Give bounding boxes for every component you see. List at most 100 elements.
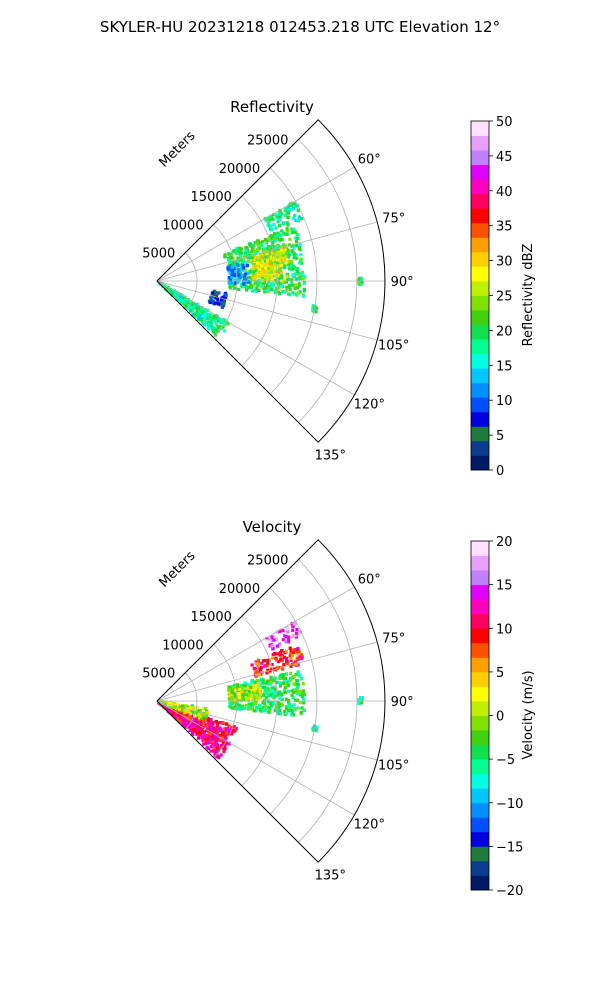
echo-pixel	[192, 728, 196, 732]
azimuth-tick-label: 75°	[382, 212, 405, 227]
echo-pixel	[235, 247, 239, 251]
echo-pixel	[209, 745, 213, 749]
echo-pixel	[263, 704, 267, 709]
echo-pixel	[287, 637, 291, 641]
echo-pixel	[269, 244, 273, 248]
echo-pixel	[300, 695, 304, 699]
colorbar-tick-label: 10	[496, 622, 513, 637]
echo-pixel	[296, 683, 300, 687]
echo-pixel	[247, 275, 251, 279]
echo-pixel	[213, 314, 217, 318]
echo-pixel	[279, 233, 283, 237]
colorbar-segment	[471, 773, 489, 789]
echo-pixel	[181, 704, 185, 708]
echo-pixel	[243, 681, 247, 685]
echo-pixel	[283, 263, 287, 267]
echo-pixel	[258, 254, 262, 258]
echo-pixel	[278, 255, 282, 259]
echo-pixel	[300, 691, 304, 695]
echo-pixel	[255, 242, 259, 246]
echo-pixel	[203, 313, 208, 317]
echo-pixel	[290, 231, 294, 235]
echo-pixel	[230, 255, 234, 259]
echo-pixel	[280, 229, 284, 233]
echo-pixel	[208, 324, 212, 328]
echo-pixel	[293, 633, 297, 637]
echo-pixel	[262, 693, 266, 697]
echo-pixel	[262, 282, 266, 286]
echo-pixel	[212, 746, 216, 751]
echo-pixel	[237, 703, 241, 707]
echo-pixel	[233, 281, 238, 285]
echo-pixel	[224, 731, 228, 735]
echo-pixel	[226, 322, 230, 326]
echo-pixel	[227, 729, 231, 734]
echo-pixel	[264, 264, 269, 268]
echo-pixel	[250, 680, 254, 684]
echo-pixel	[184, 304, 188, 308]
echo-pixel	[284, 707, 289, 711]
echo-pixel	[289, 649, 293, 653]
colorbar-segment	[471, 368, 489, 384]
echo-pixel	[297, 673, 302, 677]
echo-pixel	[206, 716, 210, 720]
echo-pixel	[274, 247, 278, 251]
echo-pixel	[225, 722, 229, 726]
echo-pixel	[266, 661, 270, 665]
echo-pixel	[222, 299, 226, 303]
echo-pixel	[291, 625, 295, 629]
echo-pixel	[244, 261, 248, 265]
echo-pixel	[202, 735, 206, 740]
echo-pixel	[229, 264, 233, 268]
echo-pixel	[211, 329, 215, 333]
echo-pixel	[291, 291, 295, 295]
echo-pixel	[207, 730, 211, 734]
echo-pixel	[250, 244, 254, 248]
echo-pixel	[297, 215, 301, 219]
echo-pixel	[279, 268, 283, 273]
echo-pixel	[264, 219, 268, 223]
echo-pixel	[269, 645, 273, 649]
echo-pixel	[196, 309, 200, 313]
echo-pixel	[241, 687, 245, 691]
echo-pixel	[235, 263, 239, 267]
echo-pixel	[297, 691, 301, 695]
echo-pixel	[265, 637, 269, 641]
echo-pixel	[223, 744, 227, 748]
echo-pixel	[292, 246, 296, 250]
echo-pixel	[239, 696, 243, 700]
echo-pixel	[228, 271, 232, 275]
echo-pixel	[267, 237, 271, 241]
echo-pixel	[274, 278, 278, 282]
azimuth-spoke	[156, 280, 355, 396]
echo-pixel	[211, 327, 215, 331]
echo-pixel	[292, 252, 296, 256]
echo-pixel	[207, 747, 211, 751]
echo-pixel	[295, 269, 300, 273]
echo-pixel	[187, 710, 191, 714]
echo-pixel	[270, 686, 274, 690]
echo-pixel	[294, 707, 298, 711]
echo-pixel	[170, 713, 175, 717]
echo-pixel	[244, 284, 248, 288]
echo-pixel	[264, 241, 268, 245]
colorbar-segment	[471, 222, 489, 238]
echo-pixel	[297, 247, 301, 251]
echo-pixel	[287, 267, 292, 271]
echo-pixel	[269, 680, 273, 684]
reflectivity-colorbar-label: Reflectivity dBZ	[521, 244, 536, 347]
echo-pixel	[286, 689, 291, 693]
echo-pixel	[251, 265, 255, 269]
echo-pixel	[277, 652, 281, 656]
echo-pixel	[212, 734, 216, 738]
echo-pixel	[227, 258, 231, 262]
echo-pixel	[278, 696, 282, 700]
echo-pixel	[275, 658, 279, 662]
echo-pixel	[265, 671, 269, 675]
azimuth-tick-label: 135°	[315, 448, 346, 463]
echo-pixel	[257, 696, 261, 700]
echo-pixel	[260, 284, 264, 288]
echo-pixel	[300, 655, 304, 659]
echo-pixel	[188, 712, 192, 716]
echo-pixel	[214, 736, 219, 741]
